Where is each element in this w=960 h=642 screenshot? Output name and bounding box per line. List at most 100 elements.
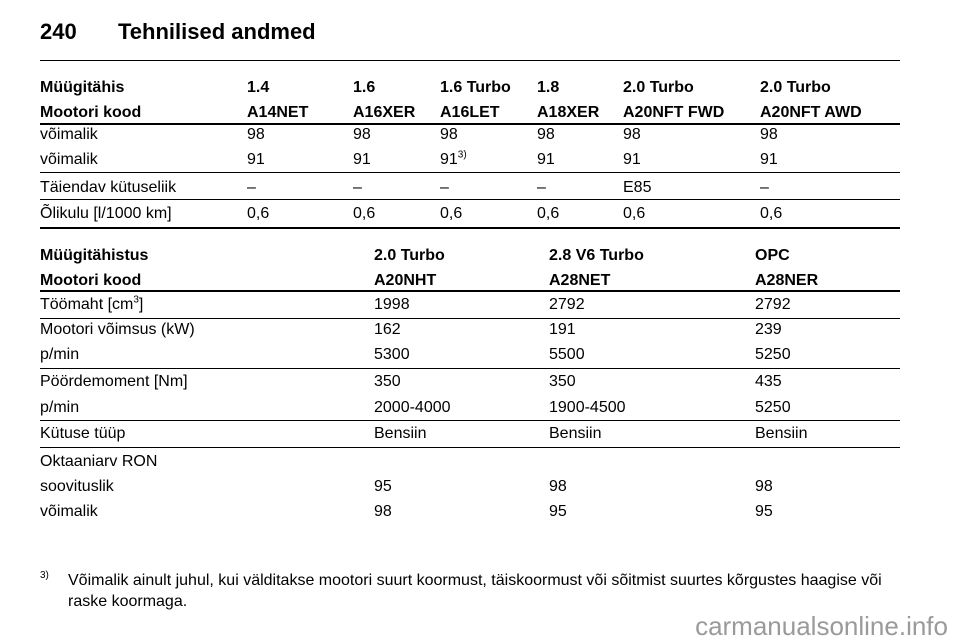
cell: 91 (760, 151, 778, 168)
cell: 0,6 (623, 205, 646, 222)
cell: 91 (247, 151, 265, 168)
cell: Oktaaniarv RON (40, 453, 158, 470)
cell: 98 (623, 126, 641, 143)
cell-text: 91 (440, 151, 458, 168)
cell: 2792 (755, 296, 791, 313)
cell: 2000-4000 (374, 399, 451, 416)
header-cell: A18XER (537, 104, 600, 121)
header-cell: 1.6 (353, 79, 376, 96)
cell: 98 (549, 478, 567, 495)
cell: 98 (374, 503, 392, 520)
rule (40, 227, 900, 229)
cell: 162 (374, 321, 401, 338)
cell: 5250 (755, 346, 791, 363)
page-number: 240 (40, 19, 77, 44)
header-cell: 1.8 (537, 79, 560, 96)
rule (40, 420, 900, 421)
footnote-marker: 3) (40, 570, 49, 581)
cell: võimalik (40, 126, 98, 143)
header-cell: OPC (755, 247, 790, 264)
cell: 98 (760, 126, 778, 143)
cell: 91 (537, 151, 555, 168)
cell: 95 (549, 503, 567, 520)
cell: 95 (755, 503, 773, 520)
cell: soovituslik (40, 478, 114, 495)
cell: 1998 (374, 296, 410, 313)
cell: 5500 (549, 346, 585, 363)
header-cell: Mootori kood (40, 272, 142, 289)
header-cell: 2.0 Turbo (623, 79, 694, 96)
header-cell: Müügitähis (40, 79, 125, 96)
superscript: 3 (133, 294, 139, 306)
header-cell: Mootori kood (40, 104, 142, 121)
watermark: carmanualsonline.info (695, 611, 948, 641)
cell: 5250 (755, 399, 791, 416)
cell: 0,6 (537, 205, 560, 222)
rule (40, 290, 900, 292)
page-title: Tehnilised andmed (118, 19, 316, 44)
header-cell: A16XER (353, 104, 416, 121)
header-cell: A20NFT FWD (623, 104, 725, 121)
rule (40, 60, 900, 61)
cell: p/min (40, 346, 80, 363)
header-cell: 2.0 Turbo (760, 79, 831, 96)
cell: Mootori võimsus (kW) (40, 321, 195, 338)
header-cell: 1.4 (247, 79, 270, 96)
cell: – (440, 179, 449, 196)
cell: Täiendav kütuseliik (40, 179, 177, 196)
cell-text: ] (138, 296, 144, 313)
header-cell: A20NHT (374, 272, 437, 289)
cell: Töömaht [cm3] (40, 295, 143, 315)
rule (40, 199, 900, 200)
header-cell: A14NET (247, 104, 309, 121)
cell: 98 (440, 126, 458, 143)
cell: 191 (549, 321, 576, 338)
cell: E85 (623, 179, 652, 196)
cell: 91 (623, 151, 641, 168)
cell: Bensiin (755, 425, 808, 442)
cell: Pöördemoment [Nm] (40, 373, 188, 390)
header-cell: A28NER (755, 272, 819, 289)
footnote-text: Võimalik ainult juhul, kui välditakse mo… (68, 572, 882, 610)
rule (40, 447, 900, 448)
cell: – (760, 179, 769, 196)
cell: 95 (374, 478, 392, 495)
cell: 350 (374, 373, 401, 390)
cell-text: Töömaht [cm (40, 296, 134, 313)
cell: võimalik (40, 503, 98, 520)
cell: 239 (755, 321, 782, 338)
superscript: 3) (457, 149, 467, 161)
cell: võimalik (40, 151, 98, 168)
header-cell: 1.6 Turbo (440, 79, 511, 96)
cell: 98 (537, 126, 555, 143)
cell: 2792 (549, 296, 585, 313)
cell: 91 (353, 151, 371, 168)
cell: 0,6 (440, 205, 463, 222)
cell: 350 (549, 373, 576, 390)
cell: 5300 (374, 346, 410, 363)
cell: Bensiin (549, 425, 602, 442)
cell: 1900-4500 (549, 399, 626, 416)
cell: 0,6 (353, 205, 376, 222)
cell: Õlikulu [l/1000 km] (40, 205, 172, 222)
cell: 98 (247, 126, 265, 143)
cell: 435 (755, 373, 782, 390)
cell: Kütuse tüüp (40, 425, 126, 442)
cell: 98 (353, 126, 371, 143)
cell: 98 (755, 478, 773, 495)
header-cell: A16LET (440, 104, 500, 121)
rule (40, 172, 900, 173)
rule (40, 318, 900, 319)
header-cell: 2.8 V6 Turbo (549, 247, 644, 264)
cell: – (353, 179, 362, 196)
cell: – (247, 179, 256, 196)
cell: 0,6 (247, 205, 270, 222)
cell: 913) (440, 150, 467, 170)
header-cell: 2.0 Turbo (374, 247, 445, 264)
rule (40, 368, 900, 369)
cell: Bensiin (374, 425, 427, 442)
header-cell: A28NET (549, 272, 611, 289)
header-cell: A20NFT AWD (760, 104, 862, 121)
cell: p/min (40, 399, 80, 416)
